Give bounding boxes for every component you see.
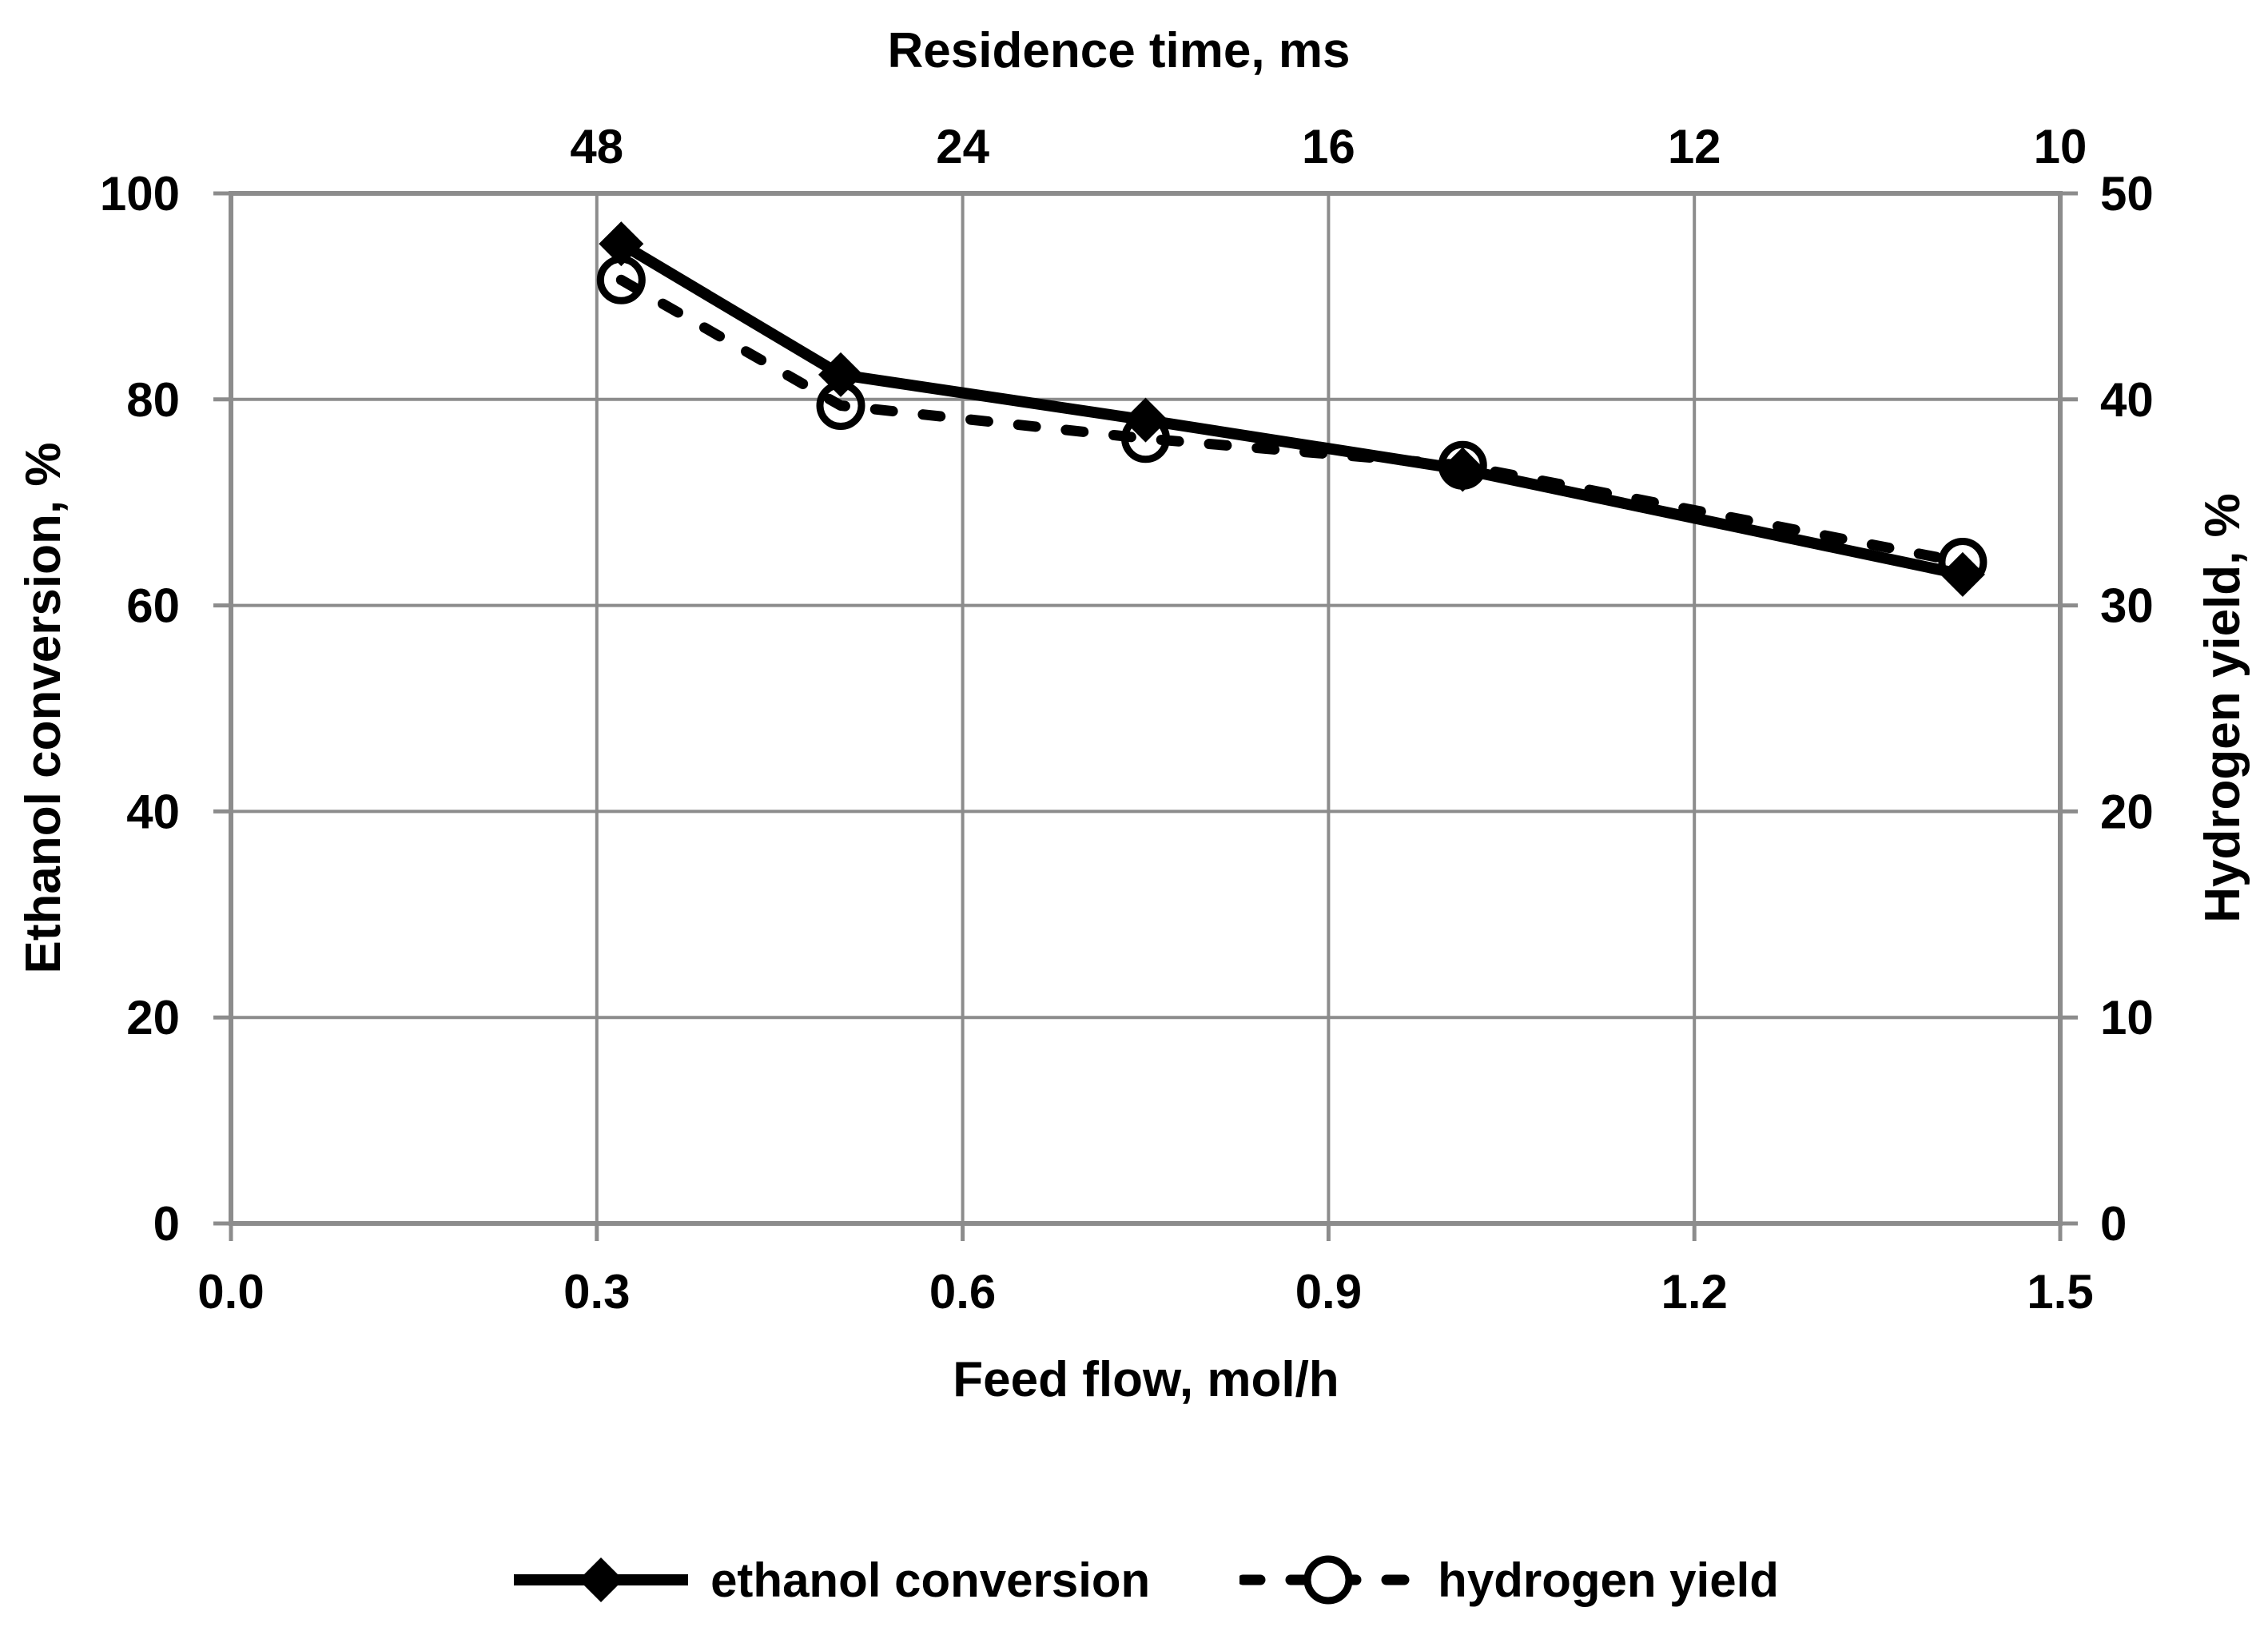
right-axis-tick-label: 0	[2100, 1197, 2127, 1251]
ethanol-conversion-marker	[599, 221, 644, 267]
right-axis-title: Hydrogen yield, %	[2195, 493, 2250, 922]
top-axis-tick-label: 48	[570, 120, 623, 173]
bottom-axis-tick-label: 1.5	[2027, 1265, 2093, 1319]
top-axis-tick-label: 10	[2034, 120, 2087, 173]
ethanol-conversion-marker	[818, 352, 863, 397]
bottom-axis-tick-label: 0.0	[197, 1265, 264, 1319]
right-axis-tick-label: 20	[2100, 785, 2154, 838]
bottom-axis-tick-label: 0.3	[563, 1265, 630, 1319]
dashed-line-circle-marker-icon	[1239, 1555, 1418, 1605]
ethanol-conversion-marker	[1940, 551, 1985, 597]
legend-label-ethanol-conversion: ethanol conversion	[710, 1553, 1151, 1607]
bottom-axis-tick-label: 0.9	[1295, 1265, 1362, 1319]
left-axis-tick-label: 100	[100, 167, 180, 221]
legend-item-hydrogen-yield: hydrogen yield	[1239, 1548, 1779, 1612]
top-axis-tick-label: 24	[936, 120, 989, 173]
bottom-axis-tick-label: 1.2	[1661, 1265, 1727, 1319]
plot-border	[229, 191, 2063, 1226]
right-axis-tick-label: 40	[2100, 373, 2154, 427]
right-axis-tick-label: 50	[2100, 167, 2154, 221]
bottom-axis-tick-label: 0.6	[929, 1265, 996, 1319]
x-axis-title: Feed flow, mol/h	[953, 1352, 1339, 1407]
legend-label-hydrogen-yield: hydrogen yield	[1438, 1553, 1779, 1607]
left-axis-tick-label: 0	[153, 1197, 180, 1251]
top-axis-tick-label: 16	[1302, 120, 1355, 173]
legend-item-ethanol-conversion: ethanol conversion	[512, 1548, 1150, 1612]
top-axis-title: Residence time, ms	[888, 23, 1351, 78]
right-axis-tick-label: 10	[2100, 991, 2154, 1044]
right-axis-tick-label: 30	[2100, 579, 2154, 633]
left-axis-title: Ethanol conversion, %	[16, 443, 71, 974]
left-axis-tick-label: 60	[126, 579, 180, 633]
solid-line-diamond-marker-icon	[514, 1557, 689, 1602]
left-axis-tick-label: 20	[126, 991, 180, 1044]
top-axis-tick-label: 12	[1668, 120, 1721, 173]
left-axis-tick-label: 80	[126, 373, 180, 427]
plot-area: 0 20 40 60 80 100 0 10 20 30 40 50 0.0 0.3 0.6 0.9 1.2 1.…	[100, 120, 2154, 1319]
ethanol-conversion-marker	[1123, 397, 1168, 443]
left-axis-tick-label: 40	[126, 785, 180, 838]
ethanol-conversion-marker	[1440, 447, 1486, 492]
legend: ethanol conversion hydrogen yield	[231, 1548, 2060, 1612]
